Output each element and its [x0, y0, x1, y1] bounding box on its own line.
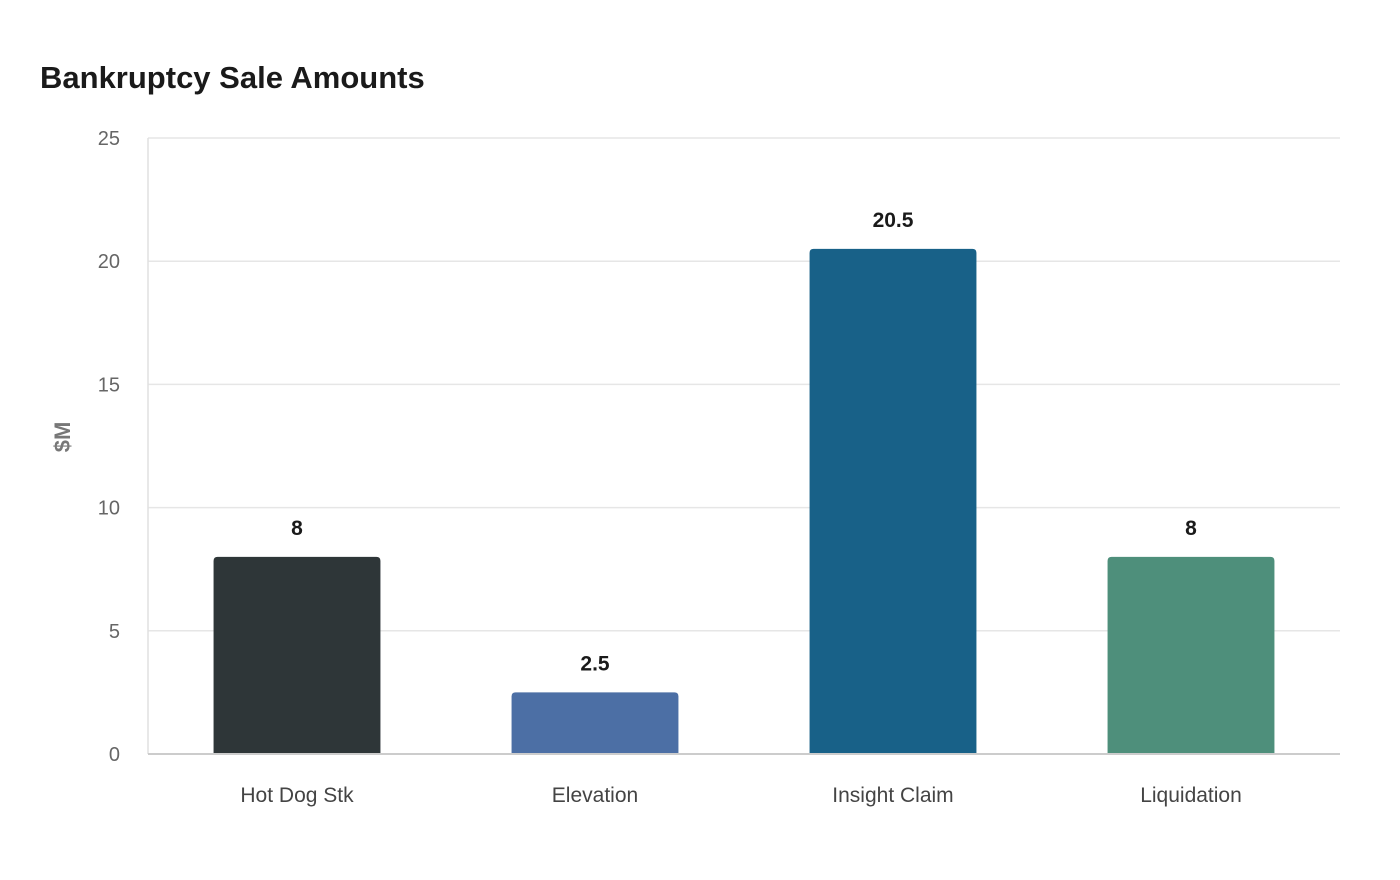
bar-liquidation: [1107, 556, 1275, 754]
y-axis-ticks: 0 5 10 15 20 25: [98, 128, 120, 766]
data-label: 20.5: [873, 209, 914, 232]
bar-insight-claim: [809, 248, 977, 754]
x-tick-label: Liquidation: [1140, 784, 1242, 807]
data-label: 8: [291, 517, 303, 540]
data-label: 8: [1185, 517, 1197, 540]
data-label: 2.5: [580, 652, 610, 675]
chart-title: Bankruptcy Sale Amounts: [40, 60, 425, 95]
y-tick-label: 20: [98, 251, 120, 273]
bars: [213, 248, 1275, 754]
x-tick-label: Elevation: [552, 784, 638, 807]
bar-elevation: [511, 692, 679, 754]
x-tick-label: Hot Dog Stk: [240, 784, 354, 807]
y-tick-label: 5: [109, 621, 120, 643]
y-axis-title: $M: [50, 422, 75, 453]
bar-hot-dog-stk: [213, 556, 381, 754]
y-tick-label: 10: [98, 498, 120, 520]
x-axis-categories: Hot Dog Stk Elevation Insight Claim Liquida…: [240, 784, 1241, 807]
y-tick-label: 25: [98, 128, 120, 150]
y-tick-label: 0: [109, 744, 120, 766]
y-tick-label: 15: [98, 374, 120, 396]
x-tick-label: Insight Claim: [832, 784, 953, 807]
data-labels: 8 2.5 20.5 8: [291, 209, 1197, 676]
